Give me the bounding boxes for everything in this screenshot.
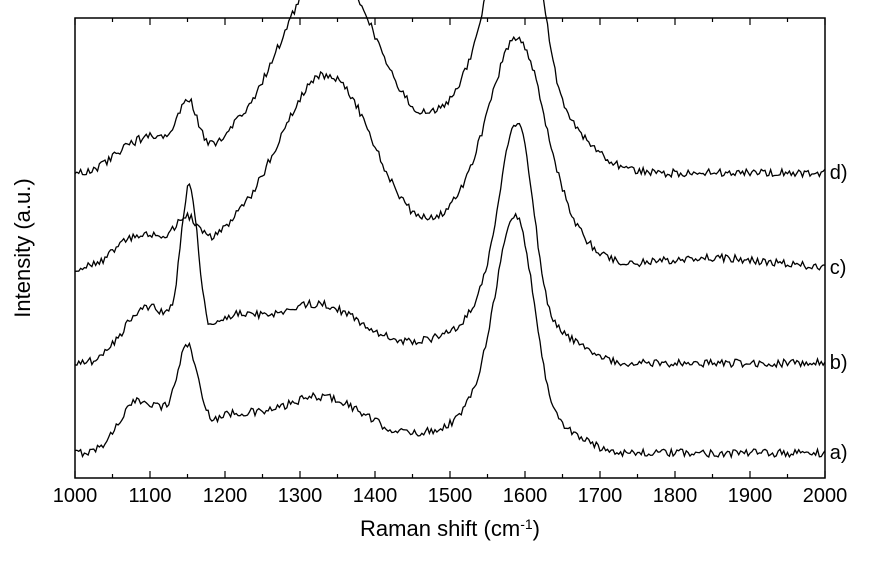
spectrum-a bbox=[75, 214, 825, 457]
svg-text:1300: 1300 bbox=[278, 485, 323, 507]
spectrum-d bbox=[75, 0, 825, 177]
svg-text:1700: 1700 bbox=[578, 485, 623, 507]
series-label-c: c) bbox=[830, 257, 847, 279]
svg-text:1100: 1100 bbox=[128, 485, 171, 507]
svg-text:1200: 1200 bbox=[203, 485, 248, 507]
svg-text:2000: 2000 bbox=[803, 485, 848, 507]
spectrum-b bbox=[75, 124, 825, 367]
series-label-a: a) bbox=[830, 442, 848, 464]
svg-text:Intensity (a.u.): Intensity (a.u.) bbox=[10, 178, 35, 317]
svg-text:Raman shift (cm-1): Raman shift (cm-1) bbox=[360, 516, 540, 541]
series-label-b: b) bbox=[830, 352, 848, 374]
svg-text:1900: 1900 bbox=[728, 485, 773, 507]
svg-text:1500: 1500 bbox=[428, 485, 473, 507]
svg-text:1600: 1600 bbox=[503, 485, 548, 507]
chart-svg: 1000 1100 1200 1300 1400 1500 1600 1700 1800 1900… bbox=[0, 0, 884, 573]
svg-text:1800: 1800 bbox=[653, 485, 698, 507]
svg-text:1400: 1400 bbox=[353, 485, 398, 507]
spectrum-c bbox=[75, 37, 825, 271]
svg-text:1000: 1000 bbox=[53, 485, 98, 507]
raman-chart: 1000 1100 1200 1300 1400 1500 1600 1700 1800 1900… bbox=[0, 0, 884, 573]
series-label-d: d) bbox=[830, 162, 848, 184]
